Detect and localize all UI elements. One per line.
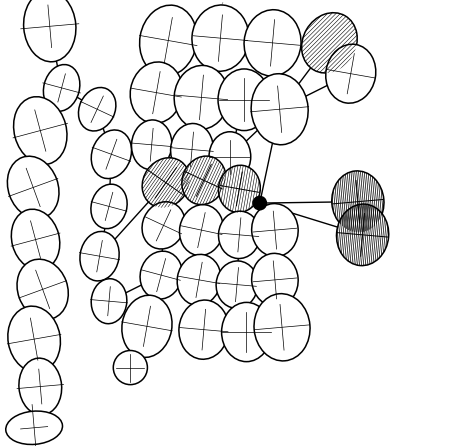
Ellipse shape [79,87,116,131]
Ellipse shape [122,295,172,357]
Ellipse shape [254,293,310,361]
Ellipse shape [130,62,182,124]
Ellipse shape [192,5,249,71]
Ellipse shape [91,279,127,324]
Ellipse shape [219,165,260,212]
Ellipse shape [24,0,76,62]
Ellipse shape [326,44,376,103]
Ellipse shape [252,203,298,256]
Ellipse shape [139,5,197,76]
Ellipse shape [218,69,270,131]
Ellipse shape [182,156,226,205]
Ellipse shape [8,156,59,219]
Ellipse shape [113,351,147,384]
Ellipse shape [180,205,223,256]
Ellipse shape [91,184,127,229]
Ellipse shape [142,158,190,208]
Ellipse shape [301,13,357,73]
Ellipse shape [131,120,172,169]
Ellipse shape [142,202,185,249]
Ellipse shape [14,97,67,165]
Ellipse shape [179,300,229,359]
Ellipse shape [19,358,62,415]
Ellipse shape [17,259,68,319]
Ellipse shape [6,411,63,445]
Ellipse shape [209,132,251,182]
Ellipse shape [8,306,61,372]
Ellipse shape [337,204,389,266]
Ellipse shape [251,74,308,145]
Ellipse shape [252,253,298,306]
Ellipse shape [174,66,229,129]
Ellipse shape [177,254,221,306]
Ellipse shape [80,231,119,281]
Ellipse shape [140,251,182,299]
Ellipse shape [171,124,213,176]
Ellipse shape [216,261,258,308]
Ellipse shape [332,171,384,232]
Ellipse shape [44,65,80,111]
Ellipse shape [244,10,301,76]
Ellipse shape [253,196,266,210]
Ellipse shape [91,130,132,178]
Ellipse shape [11,209,60,270]
Ellipse shape [222,302,272,362]
Ellipse shape [219,211,260,259]
